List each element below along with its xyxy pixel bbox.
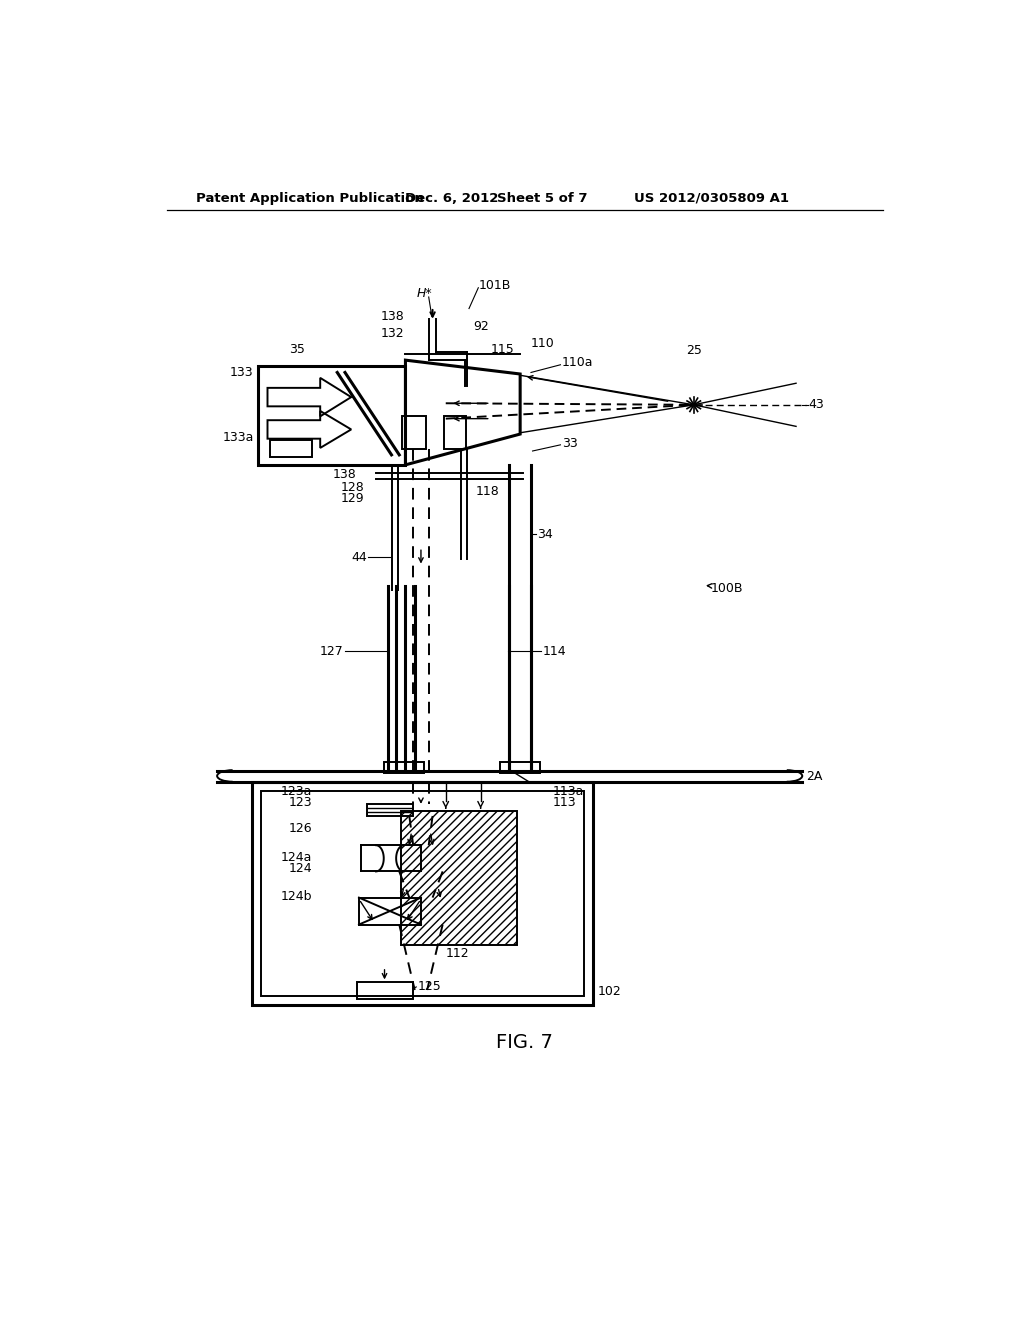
Text: H*: H* bbox=[416, 286, 432, 300]
Bar bbox=[356, 982, 414, 999]
Text: 123a: 123a bbox=[281, 785, 312, 797]
Text: 118: 118 bbox=[475, 484, 499, 498]
Text: 124a: 124a bbox=[281, 851, 312, 865]
Text: 124b: 124b bbox=[281, 890, 312, 903]
Text: 114: 114 bbox=[543, 644, 566, 657]
Text: 44: 44 bbox=[351, 550, 367, 564]
Text: 43: 43 bbox=[809, 399, 824, 412]
Text: 115: 115 bbox=[490, 343, 514, 356]
Bar bbox=[500, 762, 541, 774]
Bar bbox=[270, 441, 312, 457]
Text: 138: 138 bbox=[381, 310, 404, 323]
Text: 110: 110 bbox=[531, 337, 555, 350]
Text: 113a: 113a bbox=[553, 785, 584, 797]
Text: 34: 34 bbox=[538, 528, 553, 541]
Text: 124: 124 bbox=[289, 862, 312, 875]
Text: 25: 25 bbox=[686, 345, 701, 358]
Text: 133: 133 bbox=[230, 366, 254, 379]
Text: 128: 128 bbox=[341, 482, 365, 495]
Text: 100B: 100B bbox=[711, 582, 743, 594]
Text: 110a: 110a bbox=[562, 356, 594, 370]
Text: Dec. 6, 2012: Dec. 6, 2012 bbox=[404, 191, 498, 205]
Text: 129: 129 bbox=[341, 492, 365, 506]
Text: Sheet 5 of 7: Sheet 5 of 7 bbox=[497, 191, 588, 205]
Text: 35: 35 bbox=[289, 343, 305, 356]
Text: 123: 123 bbox=[289, 796, 312, 809]
Text: 112: 112 bbox=[445, 946, 469, 960]
Text: 101B: 101B bbox=[478, 279, 511, 292]
Text: 133a: 133a bbox=[222, 430, 254, 444]
Bar bbox=[400, 812, 517, 945]
Text: US 2012/0305809 A1: US 2012/0305809 A1 bbox=[634, 191, 790, 205]
Text: 102: 102 bbox=[598, 985, 622, 998]
Text: 125: 125 bbox=[418, 979, 441, 993]
Bar bbox=[444, 416, 466, 449]
Text: Patent Application Publication: Patent Application Publication bbox=[197, 191, 424, 205]
Bar bbox=[401, 416, 426, 449]
Text: 33: 33 bbox=[562, 437, 578, 450]
Text: 127: 127 bbox=[319, 644, 343, 657]
Text: 2A: 2A bbox=[806, 770, 822, 783]
Bar bbox=[367, 804, 414, 816]
Text: 113: 113 bbox=[553, 796, 577, 809]
Text: 138: 138 bbox=[333, 467, 356, 480]
Text: 132: 132 bbox=[381, 327, 404, 341]
Bar bbox=[384, 762, 424, 774]
Text: FIG. 7: FIG. 7 bbox=[497, 1032, 553, 1052]
Text: 92: 92 bbox=[473, 319, 488, 333]
Text: 126: 126 bbox=[289, 822, 312, 834]
